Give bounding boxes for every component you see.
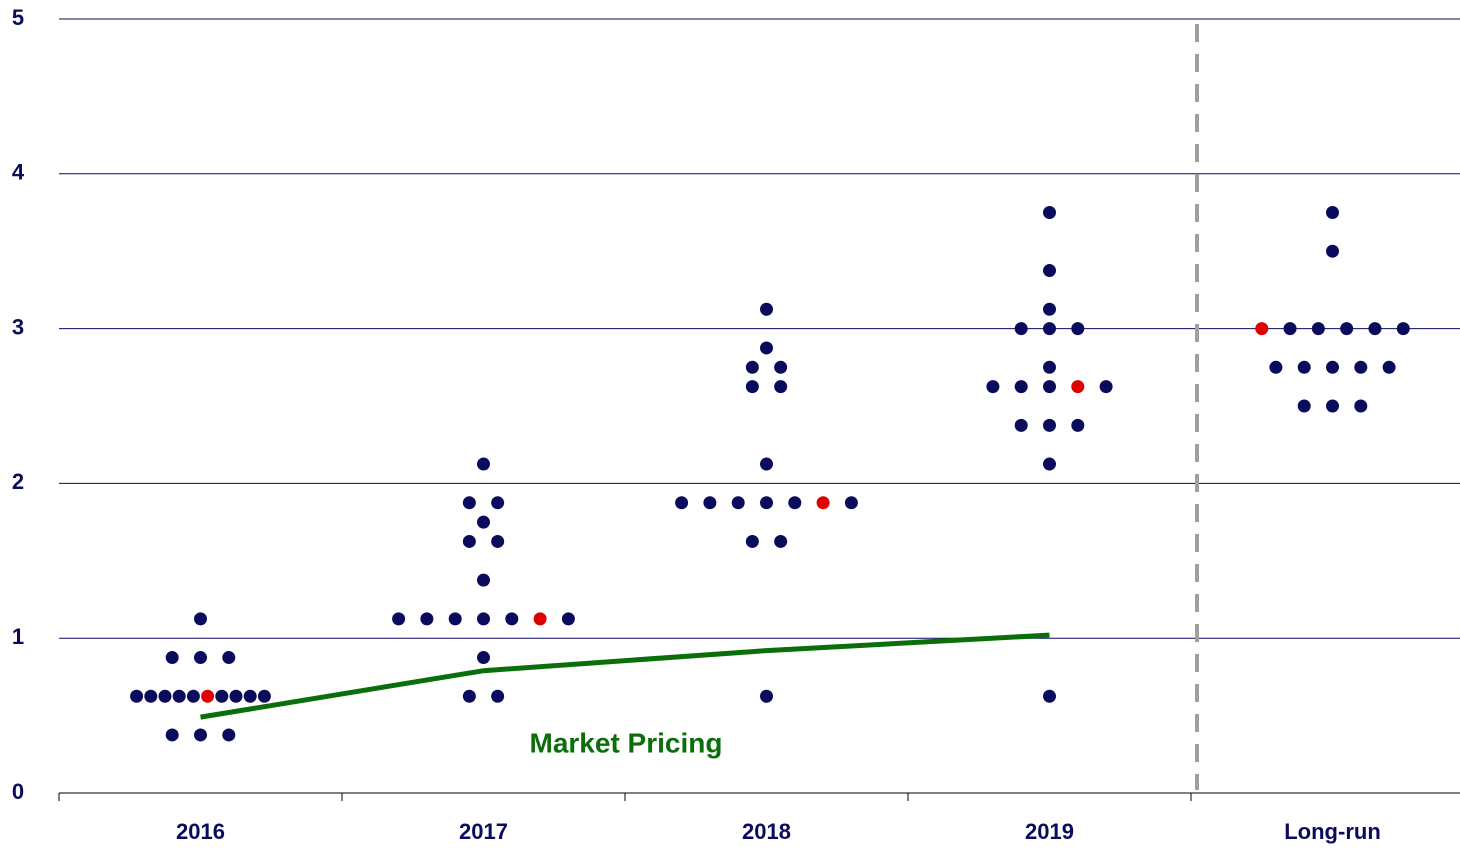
dot	[462, 689, 476, 703]
line-label: Market Pricing	[530, 727, 723, 758]
dot	[1326, 360, 1339, 374]
dot	[1326, 244, 1339, 258]
dot	[816, 496, 830, 510]
dot	[731, 496, 745, 510]
dot	[1354, 399, 1368, 413]
dot	[1283, 322, 1297, 336]
dot	[1014, 322, 1028, 336]
y-tick-label: 2	[12, 469, 24, 494]
dot	[1043, 264, 1056, 278]
dot	[1382, 360, 1396, 374]
dot	[1043, 689, 1056, 703]
dot	[1311, 322, 1325, 336]
dot	[491, 534, 505, 548]
dot	[760, 341, 773, 355]
dot	[1043, 302, 1056, 316]
dot	[1340, 322, 1354, 336]
dot	[533, 612, 547, 626]
dot	[760, 689, 773, 703]
dot	[703, 496, 717, 510]
dot	[243, 689, 257, 703]
dot	[1043, 457, 1056, 471]
dot	[194, 728, 207, 742]
dot	[561, 612, 575, 626]
dot	[257, 689, 271, 703]
dot	[986, 380, 1000, 394]
dot	[745, 380, 759, 394]
dot	[172, 689, 186, 703]
y-tick-label: 0	[12, 779, 24, 804]
dot	[165, 651, 179, 665]
dot	[165, 728, 179, 742]
dot	[745, 534, 759, 548]
dot	[477, 573, 490, 587]
dot	[788, 496, 802, 510]
dot	[491, 496, 505, 510]
dot	[144, 689, 158, 703]
dot	[1043, 418, 1056, 432]
dot	[1071, 418, 1085, 432]
dot	[462, 534, 476, 548]
dot	[1326, 206, 1339, 219]
dot	[194, 651, 207, 665]
dot	[186, 689, 200, 703]
dot	[491, 689, 505, 703]
dot	[448, 612, 462, 626]
dot	[1099, 380, 1113, 394]
market-line	[200, 632, 1050, 720]
dot	[420, 612, 434, 626]
dot	[505, 612, 519, 626]
dot	[844, 496, 858, 510]
dot	[477, 515, 490, 529]
x-tick-label: Long-run	[1284, 819, 1381, 844]
dot	[1354, 360, 1368, 374]
dot	[222, 728, 236, 742]
dot	[1297, 399, 1311, 413]
y-tick-label: 5	[12, 5, 24, 30]
x-tick-label: 2018	[742, 819, 791, 844]
dot	[774, 380, 788, 394]
dot	[675, 496, 689, 510]
dot	[462, 496, 476, 510]
dot	[1043, 360, 1056, 374]
dot	[392, 612, 406, 626]
dot	[1326, 399, 1339, 413]
x-tick-label: 2019	[1025, 819, 1074, 844]
y-tick-label: 3	[12, 314, 24, 339]
dot	[760, 302, 773, 316]
x-tick-label: 2017	[459, 819, 508, 844]
x-tick-label: 2016	[176, 819, 225, 844]
dot	[1071, 380, 1085, 394]
dot	[1396, 322, 1410, 336]
dot	[1014, 380, 1028, 394]
dot	[745, 360, 759, 374]
dot	[760, 457, 773, 471]
dot	[1043, 380, 1056, 394]
y-tick-label: 1	[12, 624, 24, 649]
dot	[194, 612, 207, 626]
dot	[158, 689, 172, 703]
dot	[215, 689, 229, 703]
dot	[1368, 322, 1382, 336]
dot	[477, 651, 490, 665]
dot	[1269, 360, 1283, 374]
dot	[229, 689, 243, 703]
dot	[1071, 322, 1085, 336]
dot	[222, 651, 236, 665]
dot	[1255, 322, 1269, 336]
dot	[201, 689, 215, 703]
dot	[1014, 418, 1028, 432]
dot	[477, 457, 490, 471]
dot	[477, 612, 490, 626]
dot	[1043, 206, 1056, 219]
dot	[130, 689, 144, 703]
dot	[1043, 322, 1056, 336]
y-tick-label: 4	[12, 160, 25, 185]
dot	[1297, 360, 1311, 374]
dot	[774, 534, 788, 548]
dot	[774, 360, 788, 374]
dot	[760, 496, 773, 510]
